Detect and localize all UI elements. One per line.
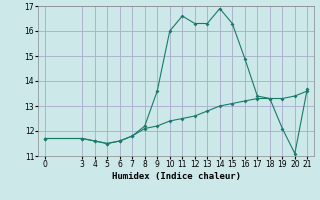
X-axis label: Humidex (Indice chaleur): Humidex (Indice chaleur) <box>111 172 241 181</box>
